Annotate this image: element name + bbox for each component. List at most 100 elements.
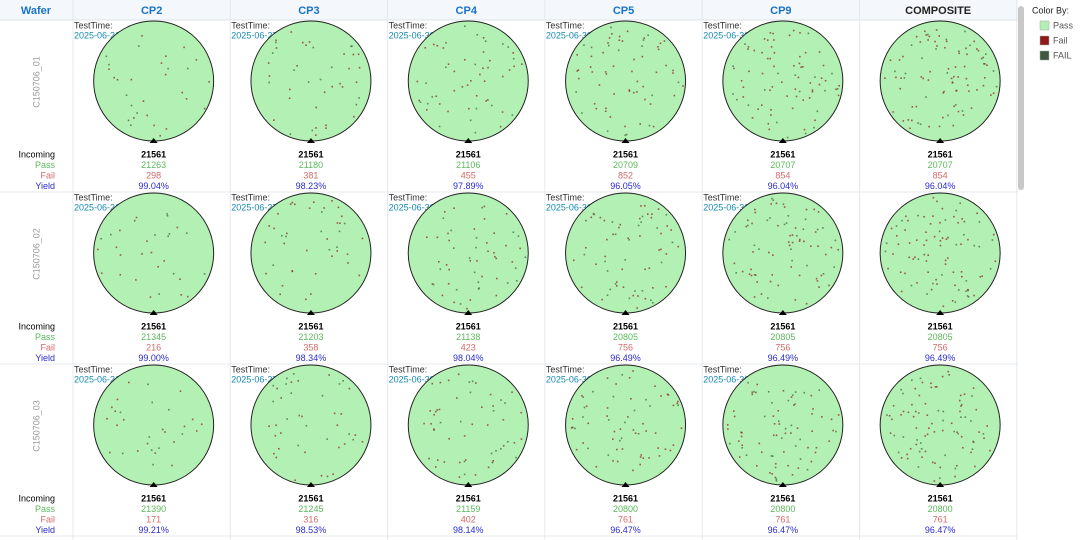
failed-die	[298, 414, 300, 417]
failed-die	[448, 437, 450, 440]
failed-die	[304, 451, 306, 454]
failed-die	[770, 455, 773, 457]
failed-die	[942, 92, 945, 94]
failed-die	[452, 247, 455, 249]
failed-die	[268, 81, 271, 84]
failed-die	[632, 294, 635, 297]
failed-die	[910, 44, 913, 46]
scrollbar[interactable]	[1018, 6, 1024, 190]
failed-die	[814, 231, 817, 233]
failed-die	[146, 114, 149, 117]
failed-die	[647, 213, 649, 215]
failed-die	[593, 213, 596, 216]
failed-die	[604, 260, 606, 263]
failed-die	[111, 406, 113, 409]
failed-die	[817, 245, 819, 248]
failed-die	[433, 428, 435, 431]
legend-swatch	[1039, 20, 1050, 31]
failed-die	[834, 239, 837, 242]
failed-die	[436, 409, 439, 411]
failed-die	[939, 466, 942, 469]
failed-die	[482, 67, 484, 70]
stat-incoming: 21561	[770, 493, 795, 503]
failed-die	[919, 442, 922, 444]
failed-die	[615, 281, 618, 283]
failed-die	[828, 440, 831, 442]
failed-die	[475, 237, 478, 239]
failed-die	[925, 96, 927, 98]
failed-die	[507, 46, 510, 48]
failed-die	[799, 55, 801, 58]
failed-die	[293, 69, 295, 71]
failed-die	[917, 214, 919, 217]
failed-die	[504, 402, 506, 404]
failed-die	[822, 64, 825, 67]
failed-die	[900, 413, 902, 416]
failed-die	[899, 87, 902, 90]
die-defects	[884, 29, 998, 130]
failed-die	[818, 286, 820, 288]
failed-die	[461, 86, 464, 88]
failed-die	[466, 84, 469, 86]
failed-die	[436, 44, 439, 47]
failed-die	[585, 405, 588, 408]
failed-die	[605, 107, 607, 110]
failed-die	[180, 294, 183, 296]
failed-die	[769, 89, 771, 92]
failed-die	[958, 50, 960, 53]
failed-die	[934, 462, 936, 465]
failed-die	[431, 382, 434, 385]
failed-die	[736, 98, 738, 101]
failed-die	[802, 66, 804, 68]
stat-yield: 97.89%	[453, 181, 484, 191]
failed-die	[595, 465, 598, 468]
failed-die	[272, 384, 275, 387]
failed-die	[575, 91, 577, 93]
failed-die	[786, 95, 788, 97]
failed-die	[606, 270, 609, 272]
failed-die	[338, 383, 341, 385]
failed-die	[746, 219, 749, 222]
failed-die	[602, 51, 604, 54]
failed-die	[966, 53, 968, 56]
failed-die	[185, 232, 188, 234]
failed-die	[976, 212, 978, 215]
failed-die	[992, 70, 995, 72]
stat-incoming: 21561	[928, 493, 953, 503]
failed-die	[751, 393, 754, 396]
failed-die	[758, 442, 761, 445]
failed-die	[158, 447, 160, 449]
stat-fail: 381	[303, 170, 318, 180]
failed-die	[482, 36, 485, 39]
test-time-label: TestTime:	[703, 20, 742, 30]
failed-die	[113, 76, 115, 79]
failed-die	[135, 279, 137, 281]
failed-die	[620, 437, 623, 440]
failed-die	[808, 97, 811, 99]
stat-incoming: 21561	[456, 493, 481, 503]
failed-die	[652, 125, 655, 128]
stat-incoming: 21561	[770, 321, 795, 331]
failed-die	[952, 124, 955, 127]
die-defects	[416, 25, 523, 134]
failed-die	[942, 116, 944, 119]
stat-label: Fail	[40, 514, 55, 524]
failed-die	[601, 298, 603, 301]
failed-die	[965, 290, 967, 293]
failed-die	[775, 434, 778, 437]
failed-die	[475, 94, 478, 97]
die-defects	[570, 370, 683, 472]
failed-die	[753, 244, 756, 247]
failed-die	[899, 271, 902, 273]
failed-die	[944, 46, 946, 49]
failed-die	[941, 207, 944, 210]
failed-die	[464, 459, 467, 461]
failed-die	[130, 78, 133, 81]
failed-die	[951, 82, 954, 84]
failed-die	[803, 391, 806, 394]
failed-die	[657, 46, 659, 48]
failed-die	[443, 211, 446, 213]
failed-die	[967, 288, 969, 291]
stat-label: Incoming	[18, 149, 55, 159]
failed-die	[752, 251, 754, 253]
